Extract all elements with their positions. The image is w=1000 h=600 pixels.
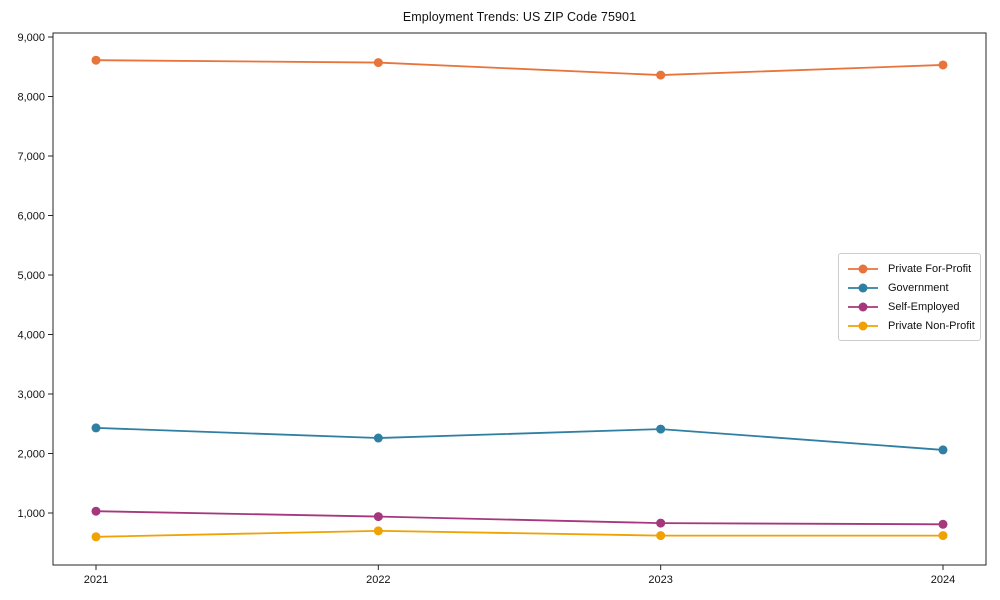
y-tick-label: 5,000 bbox=[17, 270, 45, 282]
data-point-government bbox=[656, 424, 666, 434]
legend-dot bbox=[858, 283, 868, 293]
y-tick-label: 6,000 bbox=[17, 210, 45, 222]
series-line-private-for-profit bbox=[95, 59, 944, 76]
data-point-government bbox=[373, 433, 383, 443]
data-point-self-employed bbox=[938, 519, 948, 529]
x-tick-label: 2022 bbox=[366, 574, 390, 586]
legend-item-private-for-profit: Private For-Profit bbox=[847, 259, 972, 278]
data-point-private-for-profit bbox=[938, 60, 948, 70]
y-tick-label: 4,000 bbox=[17, 329, 45, 341]
legend-label: Government bbox=[888, 281, 949, 294]
legend-item-private-non-profit: Private Non-Profit bbox=[847, 317, 975, 336]
data-point-government bbox=[91, 423, 101, 433]
chart-title: Employment Trends: US ZIP Code 75901 bbox=[402, 10, 637, 24]
legend-item-self-employed: Self-Employed bbox=[847, 298, 972, 317]
data-point-private-non-profit bbox=[91, 532, 101, 542]
data-point-private-non-profit bbox=[656, 531, 666, 541]
axis-box bbox=[52, 32, 987, 566]
y-tick-label: 1,000 bbox=[17, 508, 45, 520]
y-tick-label: 7,000 bbox=[17, 151, 45, 163]
legend-dot bbox=[858, 321, 868, 331]
y-tick-label: 3,000 bbox=[17, 389, 45, 401]
data-point-private-for-profit bbox=[656, 70, 666, 80]
legend-item-government: Government bbox=[847, 278, 972, 297]
x-tick-label: 2023 bbox=[648, 574, 672, 586]
y-tick-label: 2,000 bbox=[17, 448, 45, 460]
series-line-private-non-profit bbox=[95, 529, 943, 538]
series-line-self-employed bbox=[95, 510, 944, 526]
legend-dot bbox=[858, 302, 868, 312]
legend-marker-government bbox=[848, 283, 878, 293]
legend-dot bbox=[858, 264, 868, 274]
series-line-government bbox=[95, 427, 944, 451]
legend-marker-self-employed bbox=[848, 302, 878, 312]
legend-marker-private-non-profit bbox=[848, 321, 878, 331]
y-tick-label: 8,000 bbox=[17, 91, 45, 103]
legend-label: Self-Employed bbox=[888, 301, 960, 314]
data-point-private-non-profit bbox=[373, 526, 383, 536]
legend-label: Private Non-Profit bbox=[888, 320, 975, 333]
legend: Private For-Profit Government Self-Employe… bbox=[838, 253, 981, 341]
x-tick-label: 2024 bbox=[931, 574, 955, 586]
y-tick-label: 9,000 bbox=[17, 32, 45, 44]
data-point-self-employed bbox=[373, 512, 383, 522]
legend-label: Private For-Profit bbox=[888, 262, 972, 275]
data-point-government bbox=[938, 445, 948, 455]
data-point-self-employed bbox=[91, 506, 101, 516]
data-point-private-for-profit bbox=[373, 58, 383, 68]
legend-marker-private-for-profit bbox=[848, 264, 878, 274]
x-tick-label: 2021 bbox=[84, 574, 108, 586]
data-point-self-employed bbox=[656, 518, 666, 528]
data-point-private-for-profit bbox=[91, 55, 101, 65]
data-point-private-non-profit bbox=[938, 531, 948, 541]
